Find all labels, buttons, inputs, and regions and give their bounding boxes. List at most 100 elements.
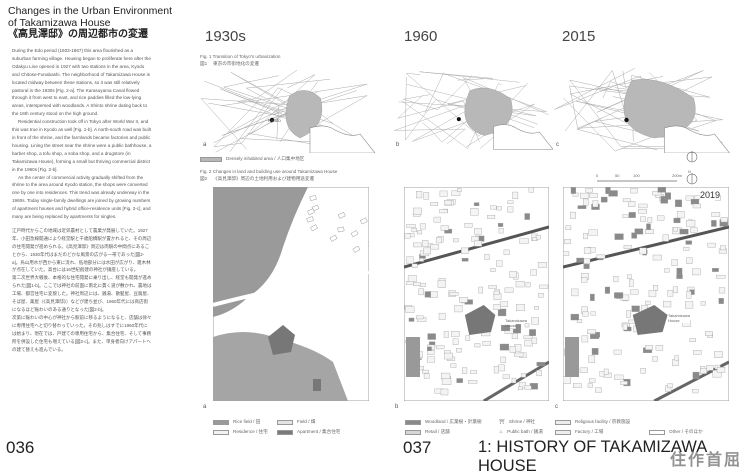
coastline [664, 125, 730, 153]
building [581, 277, 588, 283]
building [456, 348, 462, 353]
building [461, 247, 469, 254]
building [718, 298, 724, 304]
paragraph-jp: 江戸時代からこの地域は近郊農村として農業が発展していた。1927年、小田急線開通… [12, 227, 152, 273]
building [627, 274, 632, 279]
building [613, 276, 619, 283]
building [685, 240, 692, 245]
house-label-line: House [668, 318, 680, 323]
building [652, 191, 662, 196]
kyodo-marker [269, 117, 275, 123]
house-label-b: Takamizawa House [505, 318, 527, 328]
building [440, 388, 449, 396]
article-title: Changes in the Urban Environment of Taka… [8, 5, 198, 41]
building [685, 301, 694, 309]
scale-tick: 100 [633, 173, 640, 178]
building [590, 311, 596, 316]
building [583, 232, 588, 240]
building [686, 219, 696, 227]
building [367, 241, 369, 247]
building [676, 267, 683, 276]
legend-swatch [555, 429, 571, 435]
building [441, 372, 451, 380]
building [478, 286, 484, 294]
building [532, 237, 538, 241]
building [423, 192, 430, 200]
building [520, 373, 527, 378]
building [313, 379, 321, 391]
building [676, 274, 683, 279]
fig1-caption-jp: 図1 東京の市街地化の変遷 [200, 61, 259, 66]
building [537, 262, 547, 268]
building [441, 378, 452, 385]
building [640, 368, 646, 374]
building [499, 301, 509, 307]
building [490, 205, 497, 210]
building [493, 365, 499, 374]
building [700, 301, 706, 306]
building [690, 199, 700, 205]
fig2-caption: Fig. 2 Changes in land and building use … [200, 168, 337, 182]
building [675, 199, 683, 207]
building [511, 333, 518, 340]
legend-label: Public bath / 銭湯 [507, 429, 543, 434]
legend-label: Woodland / 広葉樹・針葉樹 [425, 419, 482, 424]
building [674, 355, 679, 361]
building [613, 349, 622, 355]
scale-bar [597, 180, 677, 182]
building [576, 257, 585, 263]
building [416, 191, 423, 199]
building [595, 387, 602, 393]
building [456, 378, 463, 383]
rail-line [200, 98, 304, 153]
rail-line [394, 103, 470, 145]
building [337, 226, 345, 233]
fig1-caption: Fig. 1 Transition of Tokyo's urbanizatio… [200, 53, 280, 67]
building [623, 245, 632, 249]
legend-public-bath: ♨ Public bath / 銭湯 [499, 429, 555, 435]
building [511, 377, 517, 384]
building [497, 308, 507, 317]
building [437, 280, 446, 288]
dense-area-swatch [200, 156, 222, 162]
title-jp: 《高見澤邸》の周辺都市の変遷 [8, 29, 148, 40]
building [570, 187, 576, 194]
building [461, 258, 469, 262]
building [418, 288, 424, 296]
building [413, 242, 422, 248]
legend-swatch [213, 419, 229, 425]
densely-inhabited-area [464, 87, 513, 136]
building [712, 268, 719, 272]
building [716, 274, 726, 279]
building [309, 195, 317, 201]
building [408, 317, 415, 322]
building [405, 306, 415, 313]
railway [482, 360, 549, 401]
house-label-line: Takamizawa [505, 318, 528, 323]
building [590, 334, 599, 339]
building [673, 217, 681, 224]
building [422, 369, 429, 374]
building [645, 229, 654, 234]
building [457, 188, 462, 192]
canal-road [404, 225, 549, 269]
building [419, 258, 424, 262]
building [536, 369, 542, 377]
bath-icon: ♨ [499, 429, 504, 434]
building [329, 234, 338, 242]
building [672, 286, 679, 293]
building [692, 268, 701, 276]
building [411, 263, 418, 268]
building [683, 247, 690, 251]
building [530, 269, 537, 276]
north-label: N [688, 169, 691, 174]
building [693, 350, 702, 355]
building [647, 217, 653, 223]
building [531, 317, 540, 325]
rail-line [412, 104, 539, 142]
legend-spacer [649, 419, 713, 425]
building [490, 268, 496, 272]
building [622, 214, 629, 218]
building [524, 339, 533, 347]
building [655, 345, 664, 351]
